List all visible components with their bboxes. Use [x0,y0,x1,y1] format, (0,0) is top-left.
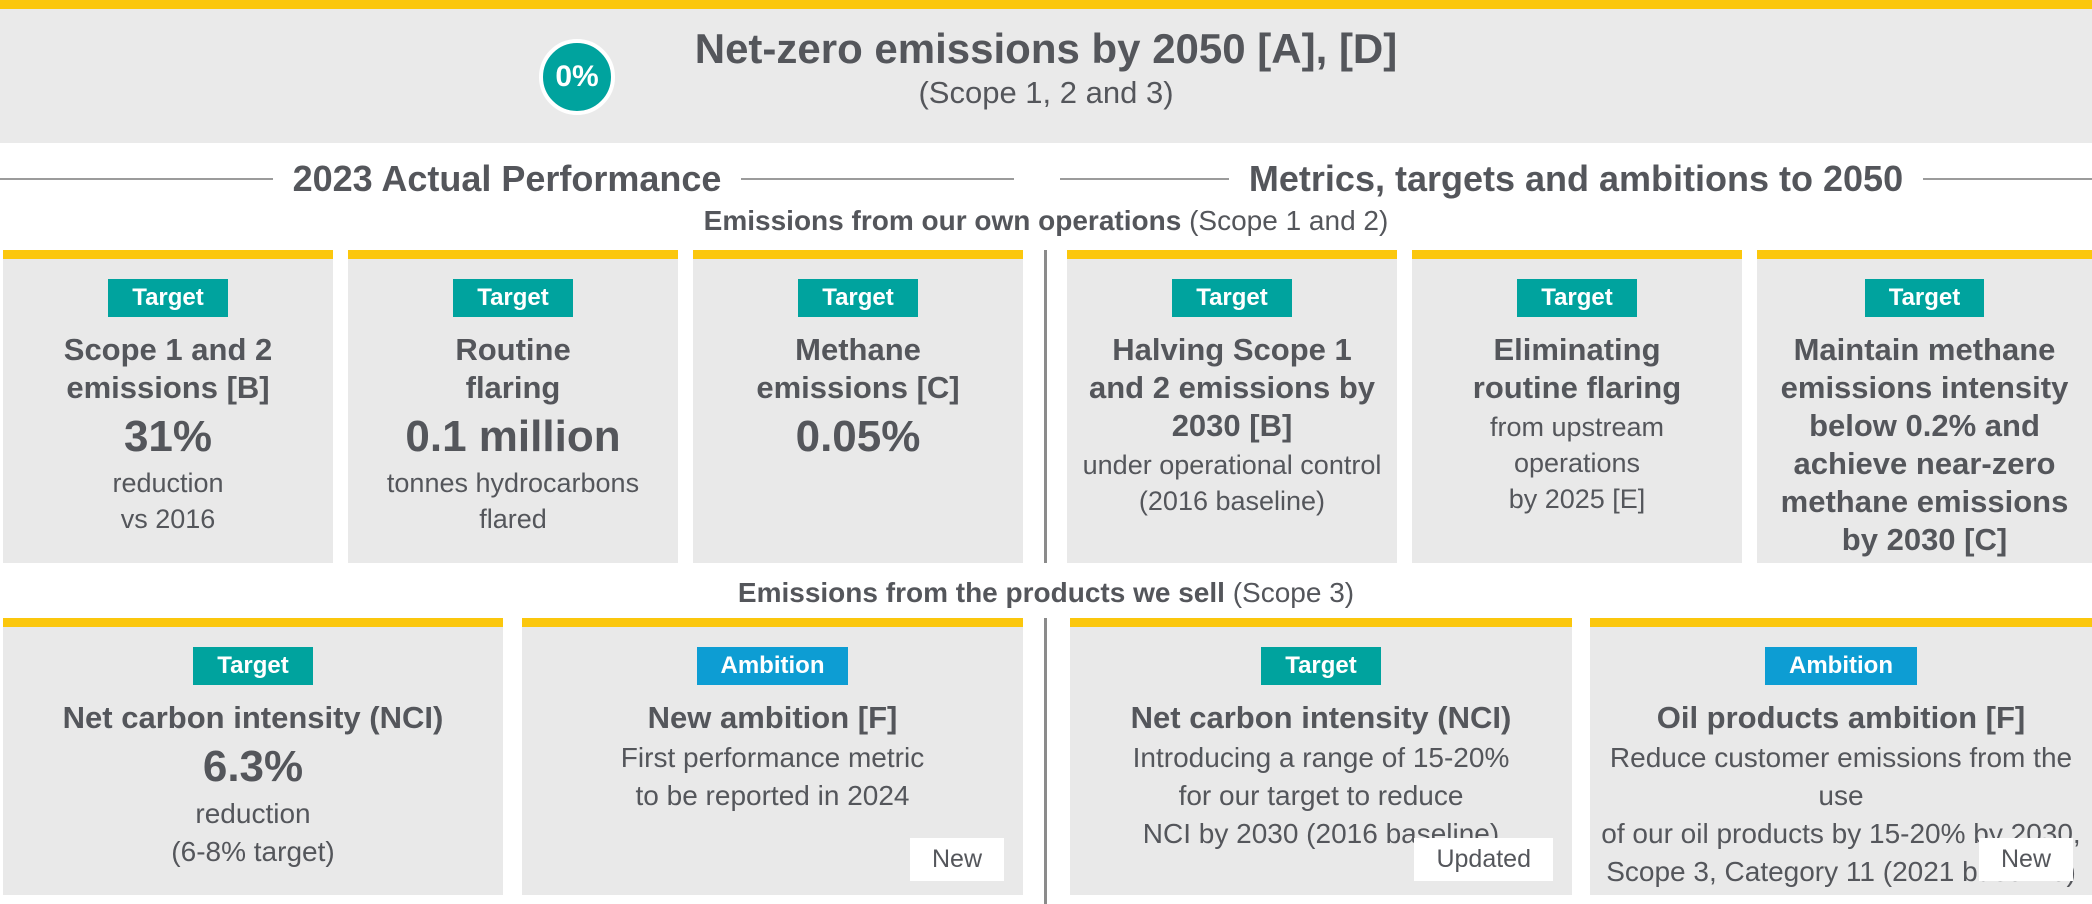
card-value: 0.1 million [405,412,621,462]
section-header-products-we-sell: Emissions from the products we sell (Sco… [0,576,2092,610]
card-detail: reduction (6-8% target) [171,798,335,868]
card-scope-1-2-emissions: Target Scope 1 and 2 emissions [B] 31% r… [3,250,333,563]
card-detail: Introducing a range of 15-20% for our ta… [1132,742,1510,850]
card-detail: reduction vs 2016 [112,468,224,535]
card-value: 6.3% [202,742,304,792]
card-eliminating-routine-flaring: Target Eliminating routine flaring from … [1412,250,1742,563]
card-title: Scope 1 and 2 emissions [B] [63,332,273,406]
zero-percent-value: 0% [555,60,599,93]
target-badge: Target [1261,647,1381,686]
card-value: 0.05% [795,412,921,462]
card-nci-actual: Target Net carbon intensity (NCI) 6.3% r… [3,618,503,895]
page-subtitle: (Scope 1, 2 and 3) [918,75,1174,111]
column-header-label: 2023 Actual Performance [292,158,722,199]
top-accent-bar [0,0,2092,9]
updated-flag: Updated [1414,838,1553,881]
header-band: 0% Net-zero emissions by 2050 [A], [D] (… [0,9,2092,143]
ambition-badge: Ambition [1765,647,1917,686]
new-flag: New [909,838,1004,881]
card-title: Eliminating routine flaring [1472,332,1682,406]
card-halving-scope-1-2: Target Halving Scope 1 and 2 emissions b… [1067,250,1397,563]
header-rule-right [1923,178,2092,180]
card-title: Net carbon intensity (NCI) [1130,700,1512,736]
target-badge: Target [798,279,918,318]
card-title: Net carbon intensity (NCI) [62,700,444,736]
column-header-actual-performance: 2023 Actual Performance [0,157,1014,201]
header-titles: Net-zero emissions by 2050 [A], [D] (Sco… [0,25,2092,111]
card-detail: under operational control (2016 baseline… [1082,450,1382,517]
column-header-label: Metrics, targets and ambitions to 2050 [1248,158,1904,199]
header-rule-left [1060,178,1229,180]
target-badge: Target [1517,279,1637,318]
section-header-bold: Emissions from our own operations [703,205,1182,236]
card-routine-flaring-actual: Target Routine flaring 0.1 million tonne… [348,250,678,563]
card-detail: tonnes hydrocarbons flared [386,468,640,535]
card-title: Halving Scope 1 and 2 emissions by 2030 … [1089,332,1375,444]
new-flag: New [1978,838,2073,881]
column-divider-row2 [1044,618,1047,904]
card-new-ambition: Ambition New ambition [F] First performa… [522,618,1023,895]
column-divider-row1 [1044,250,1047,563]
target-badge: Target [108,279,228,318]
ambition-badge: Ambition [696,647,849,686]
card-title: Routine flaring [455,332,571,406]
section-header-own-operations: Emissions from our own operations (Scope… [0,204,2092,238]
section-header-scope: (Scope 1 and 2) [1181,205,1389,236]
card-methane-emissions-actual: Target Methane emissions [C] 0.05% [693,250,1023,563]
section-header-bold: Emissions from the products we sell [737,577,1225,608]
zero-percent-icon: 0% [539,39,615,115]
card-title: Oil products ambition [F] [1656,700,2026,736]
target-badge: Target [1864,279,1985,318]
header-rule-right [741,178,1014,180]
card-detail: from upstream operations by 2025 [E] [1489,412,1665,515]
card-title: Methane emissions [C] [756,332,960,406]
card-methane-intensity-target: Target Maintain methane emissions intens… [1757,250,2092,563]
page-title: Net-zero emissions by 2050 [A], [D] [694,25,1398,72]
card-oil-products-ambition: Ambition Oil products ambition [F] Reduc… [1590,618,2092,895]
card-title: Maintain methane emissions intensity bel… [1780,332,2069,558]
card-value: 31% [123,412,213,462]
target-badge: Target [1172,279,1292,318]
target-badge: Target [453,279,573,318]
section-header-scope: (Scope 3) [1224,577,1355,608]
card-nci-target: Target Net carbon intensity (NCI) Introd… [1070,618,1572,895]
header-rule-left [0,178,273,180]
column-header-metrics-targets: Metrics, targets and ambitions to 2050 [1060,157,2092,201]
card-detail: First performance metric to be reported … [620,742,925,812]
target-badge: Target [193,647,313,686]
card-title: New ambition [F] [647,700,898,736]
